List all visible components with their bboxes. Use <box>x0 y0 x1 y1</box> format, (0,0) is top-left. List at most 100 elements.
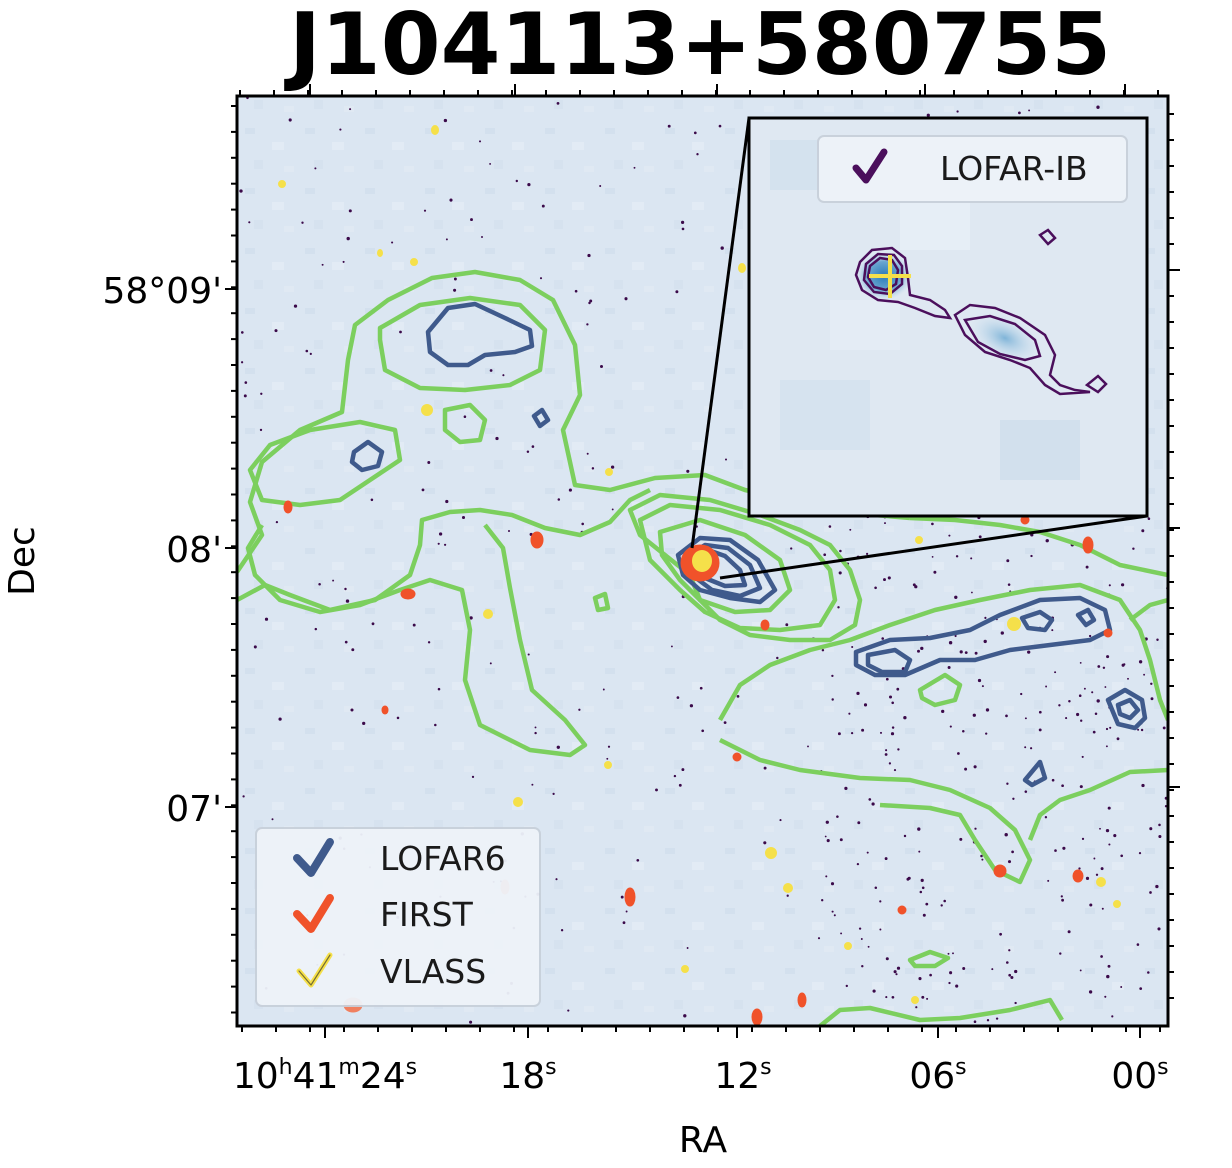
noise-dot <box>1006 782 1009 785</box>
noise-dot <box>1020 692 1023 696</box>
noise-dot <box>275 520 279 524</box>
noise-dot <box>445 499 449 504</box>
noise-dot <box>1085 565 1089 569</box>
noise-dot <box>830 882 835 886</box>
noise-dot <box>556 745 560 749</box>
noise-dot <box>971 591 973 594</box>
noise-dot <box>600 365 603 368</box>
noise-dot <box>933 570 937 574</box>
noise-dot <box>1024 790 1028 793</box>
noise-dot <box>885 749 888 752</box>
noise-dot <box>681 768 685 772</box>
noise-dot <box>863 703 868 707</box>
noise-dot <box>332 579 335 582</box>
main-legend: LOFAR6 FIRST VLASS <box>255 827 541 1007</box>
noise-dot <box>1138 660 1143 664</box>
noise-dot <box>895 973 898 976</box>
noise-dot <box>1081 755 1084 758</box>
noise-dot <box>1093 857 1096 860</box>
noise-dot <box>985 732 988 735</box>
noise-dot <box>1007 860 1012 864</box>
noise-dot <box>831 910 834 913</box>
noise-dot <box>248 221 251 224</box>
x-tick-label: 00s <box>1111 1055 1168 1097</box>
noise-dot <box>948 981 951 985</box>
noise-dot <box>481 236 483 238</box>
noise-dot <box>526 450 530 453</box>
noise-dot <box>903 716 907 720</box>
noise-dot <box>1096 105 1100 109</box>
legend-lofar6-label: LOFAR6 <box>380 839 506 878</box>
inset-panel: LOFAR-IB <box>747 116 1149 518</box>
noise-dot <box>568 488 572 492</box>
noise-dot <box>931 556 934 558</box>
noise-dot <box>686 469 690 473</box>
noise-dot <box>824 835 827 838</box>
noise-dot <box>676 696 680 699</box>
noise-dot <box>314 167 317 170</box>
noise-dot <box>680 220 685 225</box>
noise-dot <box>851 645 854 649</box>
noise-dot <box>274 329 278 333</box>
noise-dot <box>844 786 848 791</box>
noise-dot <box>686 947 689 949</box>
noise-dot <box>917 649 920 653</box>
noise-dot <box>972 713 976 717</box>
noise-dot <box>242 795 245 798</box>
noise-dot <box>489 662 492 665</box>
x-tick-label: 10h41m24s <box>233 1055 417 1097</box>
noise-dot <box>1158 823 1161 827</box>
noise-dot <box>1047 879 1050 882</box>
noise-dot <box>244 381 248 384</box>
noise-dot <box>1030 554 1033 558</box>
noise-dot <box>785 623 789 627</box>
noise-dot <box>443 543 447 546</box>
noise-dot <box>670 645 673 648</box>
noise-dot <box>1149 891 1152 894</box>
noise-dot <box>962 967 966 970</box>
noise-dot <box>1080 719 1083 722</box>
noise-dot <box>825 820 829 824</box>
noise-dot <box>350 708 354 712</box>
noise-dot <box>259 428 263 432</box>
noise-dot <box>1136 943 1140 946</box>
noise-dot <box>1147 971 1150 974</box>
noise-dot <box>926 113 930 117</box>
noise-dot <box>453 277 457 281</box>
noise-dot <box>947 952 950 955</box>
noise-dot <box>1157 927 1161 931</box>
noise-dot <box>1018 111 1021 115</box>
noise-dot <box>884 522 886 525</box>
noise-dot <box>578 708 581 711</box>
noise-dot <box>724 458 728 461</box>
noise-dot <box>1027 650 1031 654</box>
noise-dot <box>1079 661 1082 664</box>
noise-dot <box>786 894 789 897</box>
noise-dot <box>534 726 537 729</box>
noise-dot <box>893 970 897 974</box>
noise-dot <box>239 189 243 193</box>
noise-dot <box>624 297 628 301</box>
noise-dot <box>471 775 475 779</box>
noise-dot <box>318 582 321 586</box>
noise-dot <box>917 827 921 831</box>
noise-dot <box>1107 806 1111 810</box>
noise-dot <box>1097 665 1101 668</box>
noise-dot <box>362 721 366 726</box>
noise-dot <box>845 984 848 988</box>
y-tick-label: 58°09' <box>102 271 222 312</box>
noise-dot <box>469 616 473 620</box>
noise-dot <box>929 973 932 977</box>
noise-dot <box>1137 728 1140 731</box>
noise-dot <box>610 465 615 469</box>
noise-dot <box>1054 849 1057 852</box>
noise-dot <box>763 841 767 845</box>
noise-dot <box>1079 785 1083 789</box>
noise-dot <box>867 945 870 948</box>
noise-dot <box>857 821 861 825</box>
chart-title: J104113+580755 <box>284 0 1111 95</box>
noise-dot <box>574 289 578 293</box>
noise-dot <box>240 361 244 364</box>
noise-dot <box>675 290 679 294</box>
noise-dot <box>978 535 982 539</box>
